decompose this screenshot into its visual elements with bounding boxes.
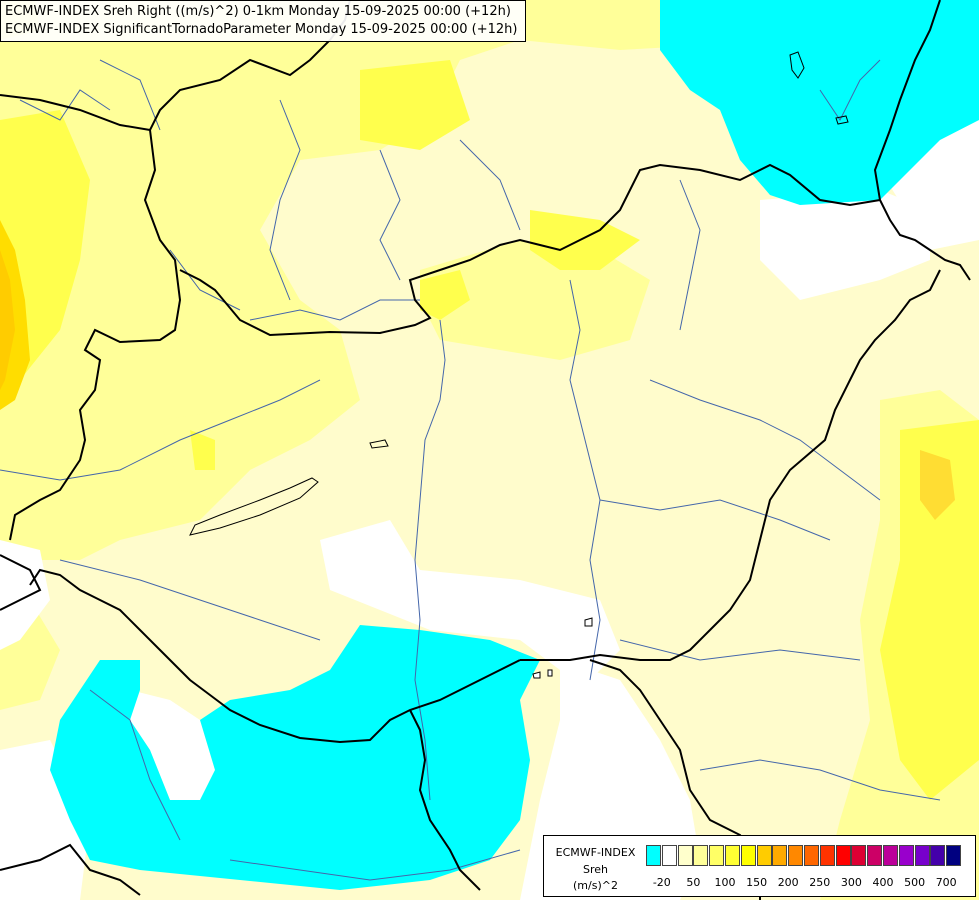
legend-swatch xyxy=(819,845,835,866)
islands xyxy=(532,669,553,679)
legend-swatch xyxy=(661,845,677,866)
legend-tick-label: 700 xyxy=(935,876,957,889)
legend-swatch xyxy=(946,845,962,866)
legend-tick-label: 200 xyxy=(777,876,799,889)
legend-swatch xyxy=(914,845,930,866)
legend-swatch xyxy=(930,845,946,866)
legend-tick-label: 500 xyxy=(904,876,926,889)
legend-swatch xyxy=(725,845,740,866)
legend-tick-label: 300 xyxy=(840,876,862,889)
lakes xyxy=(189,51,849,627)
legend-tick-label: 250 xyxy=(809,876,831,889)
legend-swatch xyxy=(772,845,788,866)
legend-swatch xyxy=(898,845,914,866)
legend-swatch xyxy=(709,845,725,866)
field-cyan xyxy=(50,0,979,890)
legend-swatch xyxy=(851,845,867,866)
legend-swatch xyxy=(835,845,851,866)
legend-tick-label: 50 xyxy=(686,876,701,889)
legend-swatch xyxy=(804,845,819,866)
legend-tick-label: 400 xyxy=(872,876,894,889)
legend-swatch xyxy=(693,845,709,866)
legend-variable-label: Sreh xyxy=(582,863,608,876)
legend-swatch xyxy=(867,845,883,866)
legend-swatch xyxy=(883,845,898,866)
legend-tick-label: 150 xyxy=(746,876,768,889)
legend-unit-label: (m/s)^2 xyxy=(573,879,618,892)
legend-swatch xyxy=(677,845,693,866)
map-title-box: ECMWF-INDEX Sreh Right ((m/s)^2) 0-1km M… xyxy=(0,0,526,42)
legend-swatch xyxy=(740,845,756,866)
legend-tick-label: -20 xyxy=(652,876,671,889)
legend-tick-label: 100 xyxy=(714,876,736,889)
legend-swatch xyxy=(788,845,804,866)
field-orange xyxy=(0,220,955,520)
legend-swatch xyxy=(646,845,661,866)
map-title-line-2: ECMWF-INDEX SignificantTornadoParameter … xyxy=(5,22,518,37)
rivers xyxy=(0,59,941,881)
color-legend: ECMWF-INDEX Sreh (m/s)^2 -20 50 100 150 200 2… xyxy=(543,835,976,897)
legend-source-label: ECMWF-INDEX xyxy=(555,846,636,859)
legend-swatch xyxy=(756,845,772,866)
map-title-line-1: ECMWF-INDEX Sreh Right ((m/s)^2) 0-1km M… xyxy=(5,4,511,19)
